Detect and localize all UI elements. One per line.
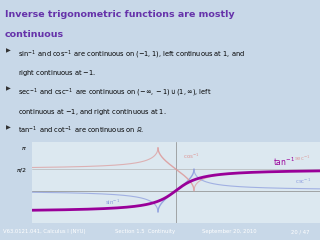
Text: ▶: ▶ xyxy=(6,87,11,91)
Text: ▶: ▶ xyxy=(6,125,11,130)
Text: Inverse trigonometric functions are mostly: Inverse trigonometric functions are most… xyxy=(5,10,235,18)
Text: $\sec^{-1}$ and $\csc^{-1}$ are continuous on $(-\infty,-1)\cup(1,\infty)$, left: $\sec^{-1}$ and $\csc^{-1}$ are continuo… xyxy=(18,87,211,99)
Text: Section 1.5  Continuity: Section 1.5 Continuity xyxy=(115,229,175,234)
Text: continuous at $-1$, and right continuous at 1.: continuous at $-1$, and right continuous… xyxy=(18,107,166,117)
Text: $\sin^{-1}$: $\sin^{-1}$ xyxy=(105,198,121,207)
Text: 20 / 47: 20 / 47 xyxy=(291,229,310,234)
Text: $\sec^{-1}$: $\sec^{-1}$ xyxy=(294,154,311,163)
Text: right continuous at $-1$.: right continuous at $-1$. xyxy=(18,68,96,78)
Text: V63.0121.041, Calculus I (NYU): V63.0121.041, Calculus I (NYU) xyxy=(3,229,86,234)
Text: $\csc^{-1}$: $\csc^{-1}$ xyxy=(295,177,311,186)
Text: $\tan^{-1}$ and $\cot^{-1}$ are continuous on $\mathbb{R}$.: $\tan^{-1}$ and $\cot^{-1}$ are continuo… xyxy=(18,125,144,136)
Text: ▶: ▶ xyxy=(6,48,11,53)
Text: $\sin^{-1}$ and $\cos^{-1}$ are continuous on $(-1,1)$, left continuous at 1, an: $\sin^{-1}$ and $\cos^{-1}$ are continuo… xyxy=(18,48,244,60)
Text: continuous: continuous xyxy=(5,30,64,39)
Text: $\tan^{-1}$: $\tan^{-1}$ xyxy=(273,155,295,168)
Text: September 20, 2010: September 20, 2010 xyxy=(202,229,256,234)
Text: $\cos^{-1}$: $\cos^{-1}$ xyxy=(183,152,200,161)
